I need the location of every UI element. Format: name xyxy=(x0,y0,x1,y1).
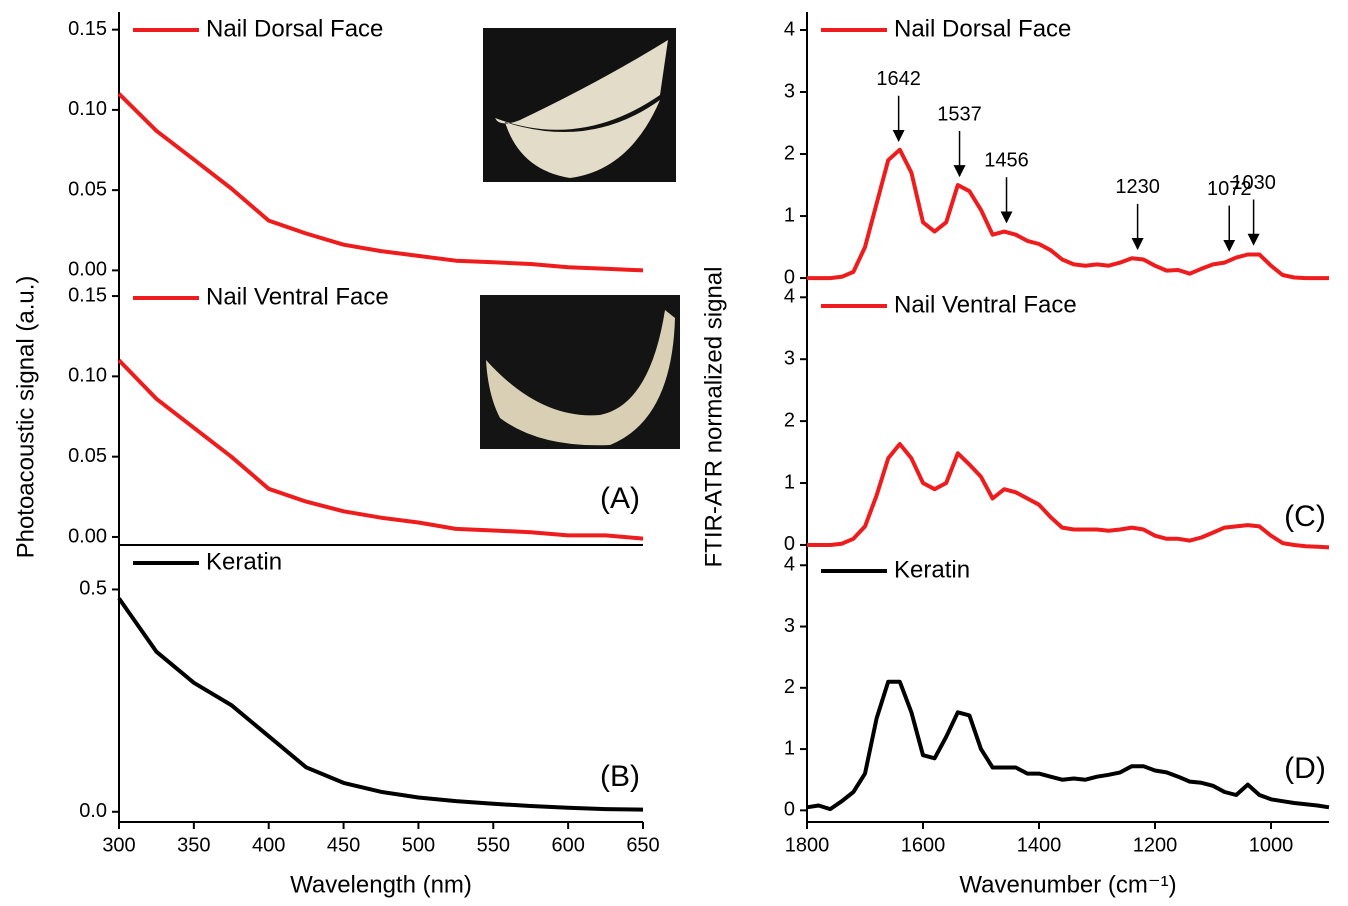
y-tick-label: 0.05 xyxy=(68,178,107,200)
annotation-label: 1230 xyxy=(1115,176,1160,198)
annotation-label: 1456 xyxy=(984,149,1029,171)
data-line xyxy=(806,679,1330,812)
y-tick-label: 0.00 xyxy=(68,525,107,547)
x-tick-label: 500 xyxy=(402,834,435,856)
data-line xyxy=(117,597,644,812)
legend-label: Keratin xyxy=(894,556,970,583)
x-tick-label: 450 xyxy=(327,834,360,856)
x-tick-label: 1600 xyxy=(901,834,946,856)
y-axis-title: Photoacoustic signal (a.u.) xyxy=(12,276,39,559)
annotation-label: 1642 xyxy=(876,68,921,90)
y-tick-label: 1 xyxy=(784,204,795,226)
data-line xyxy=(117,92,644,273)
x-axis-title: Wavenumber (cm⁻¹) xyxy=(959,871,1176,898)
x-tick-label: 350 xyxy=(177,834,210,856)
y-tick-label: 2 xyxy=(784,409,795,431)
x-tick-label: 550 xyxy=(477,834,510,856)
data-line xyxy=(807,442,1330,550)
y-tick-label: 4 xyxy=(784,286,795,308)
panel-label: (C) xyxy=(1284,500,1326,533)
y-axis-title: FTIR-ATR normalized signal xyxy=(700,267,727,568)
legend-label: Nail Ventral Face xyxy=(894,291,1077,318)
y-tick-label: 0 xyxy=(784,533,795,555)
y-tick-label: 0.00 xyxy=(68,259,107,281)
x-tick-label: 1200 xyxy=(1133,834,1178,856)
legend-label: Nail Dorsal Face xyxy=(206,15,383,42)
x-tick-label: 600 xyxy=(551,834,584,856)
y-tick-label: 0.10 xyxy=(68,365,107,387)
y-tick-label: 0.05 xyxy=(68,445,107,467)
y-tick-label: 0.10 xyxy=(68,98,107,120)
y-tick-label: 0 xyxy=(784,799,795,821)
inset-photo xyxy=(483,28,676,182)
y-tick-label: 4 xyxy=(784,18,795,40)
y-tick-label: 3 xyxy=(784,347,795,369)
y-tick-label: 0 xyxy=(784,266,795,288)
annotation-label: 1030 xyxy=(1231,172,1276,194)
legend-label: Keratin xyxy=(206,548,282,575)
y-tick-label: 0.15 xyxy=(68,18,107,40)
legend-label: Nail Ventral Face xyxy=(206,283,389,310)
inset-photo xyxy=(480,295,680,449)
y-tick-label: 1 xyxy=(784,737,795,759)
y-tick-label: 3 xyxy=(784,615,795,637)
y-tick-label: 0.0 xyxy=(79,800,107,822)
x-tick-label: 400 xyxy=(252,834,285,856)
x-axis-title: Wavelength (nm) xyxy=(290,871,472,898)
x-tick-label: 1800 xyxy=(785,834,830,856)
legend-label: Nail Dorsal Face xyxy=(894,15,1071,42)
panel-label: (B) xyxy=(600,760,640,793)
data-line xyxy=(117,358,644,541)
x-tick-label: 300 xyxy=(102,834,135,856)
y-tick-label: 2 xyxy=(784,676,795,698)
panel-label: (D) xyxy=(1284,752,1326,785)
y-tick-label: 1 xyxy=(784,471,795,493)
x-tick-label: 1000 xyxy=(1249,834,1294,856)
x-tick-label: 1400 xyxy=(1017,834,1062,856)
data-line xyxy=(807,147,1329,281)
y-tick-label: 0.5 xyxy=(79,578,107,600)
annotation-label: 1537 xyxy=(937,103,982,125)
x-tick-label: 650 xyxy=(626,834,659,856)
panel-label: (A) xyxy=(600,482,640,515)
y-tick-label: 2 xyxy=(784,142,795,164)
annotation-label: 1072 xyxy=(1207,178,1252,200)
y-tick-label: 4 xyxy=(784,554,795,576)
y-tick-label: 3 xyxy=(784,80,795,102)
y-tick-label: 0.15 xyxy=(68,284,107,306)
